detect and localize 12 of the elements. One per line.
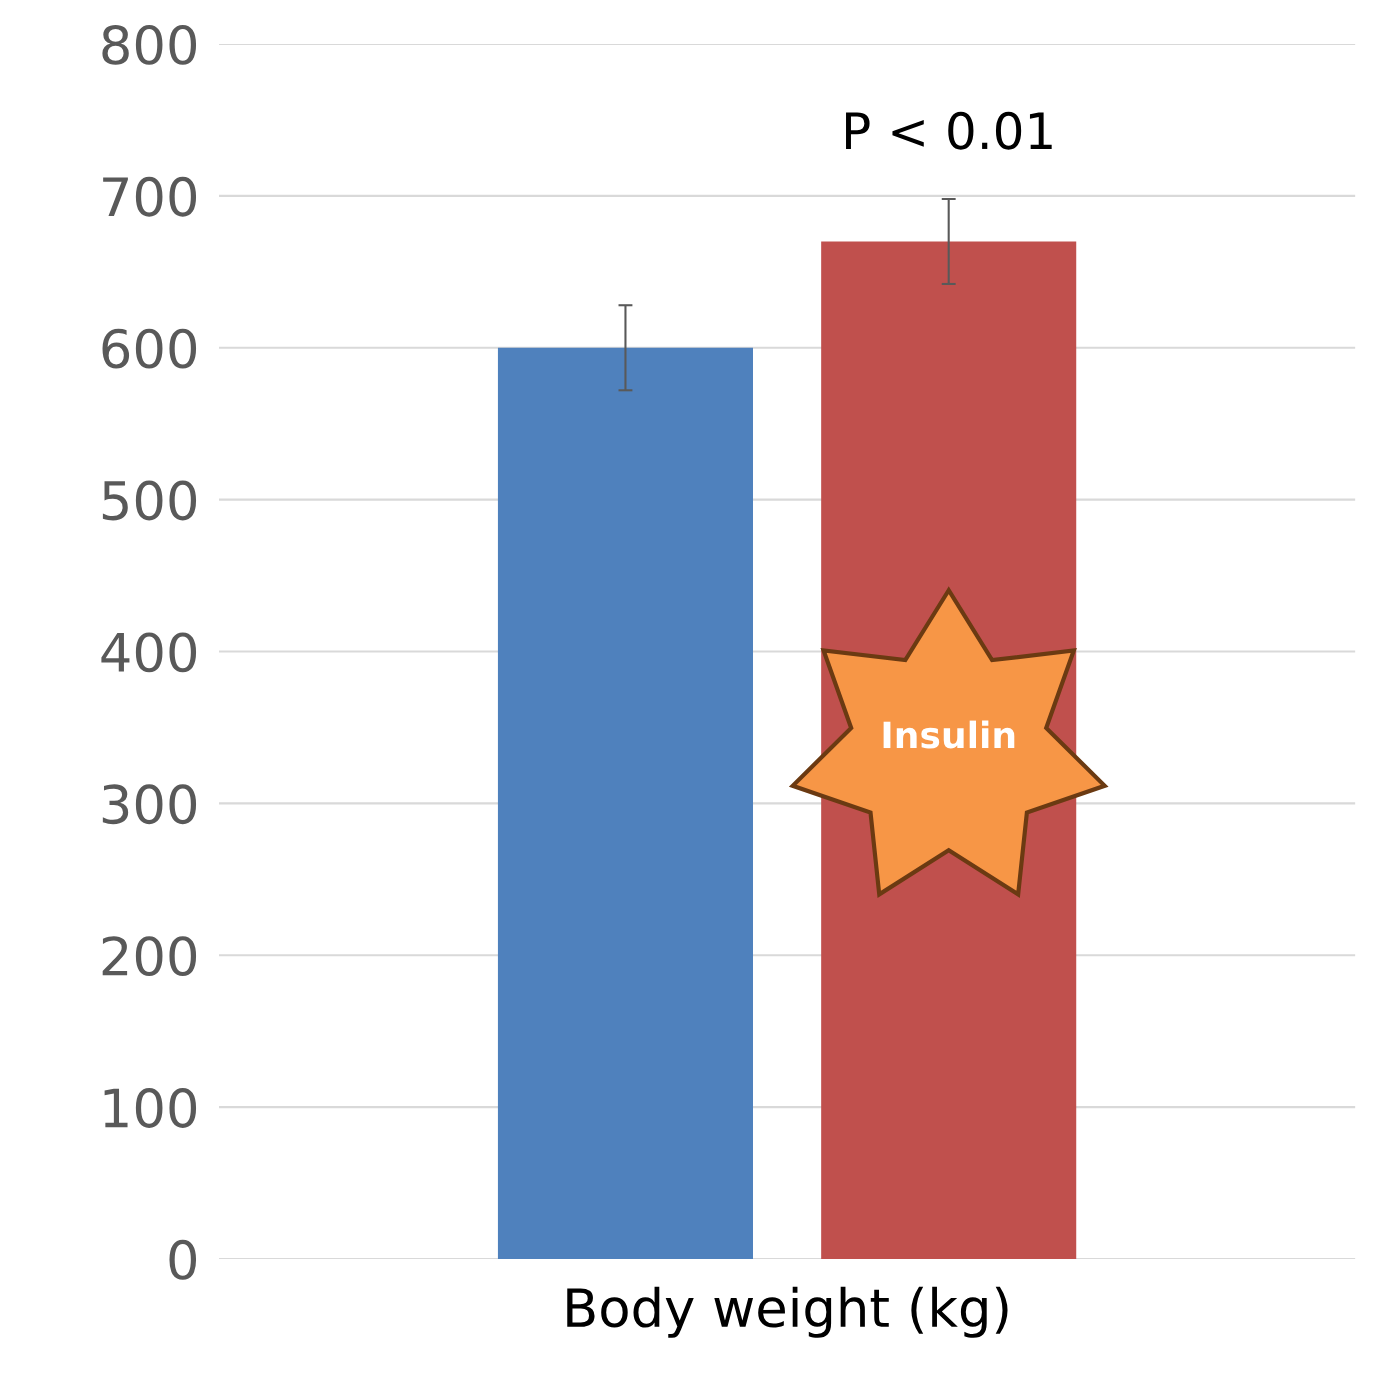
series-label: Insulin <box>883 720 1015 749</box>
y-tick-label: 300 <box>102 784 197 825</box>
y-tick-label: 100 <box>104 1088 197 1128</box>
y-tick-label: 600 <box>102 328 197 369</box>
annotation: P < 0.01 <box>846 111 1052 150</box>
y-tick-label: 400 <box>101 632 197 673</box>
y-tick-label: 200 <box>102 936 197 977</box>
y-tick-label: 0 <box>169 1239 197 1280</box>
y-tick-label: 700 <box>103 176 197 217</box>
x-tick-label: Body weight (kg) <box>567 1286 1008 1338</box>
y-tick-label: 800 <box>102 24 197 65</box>
y-tick-label: 500 <box>102 480 197 521</box>
